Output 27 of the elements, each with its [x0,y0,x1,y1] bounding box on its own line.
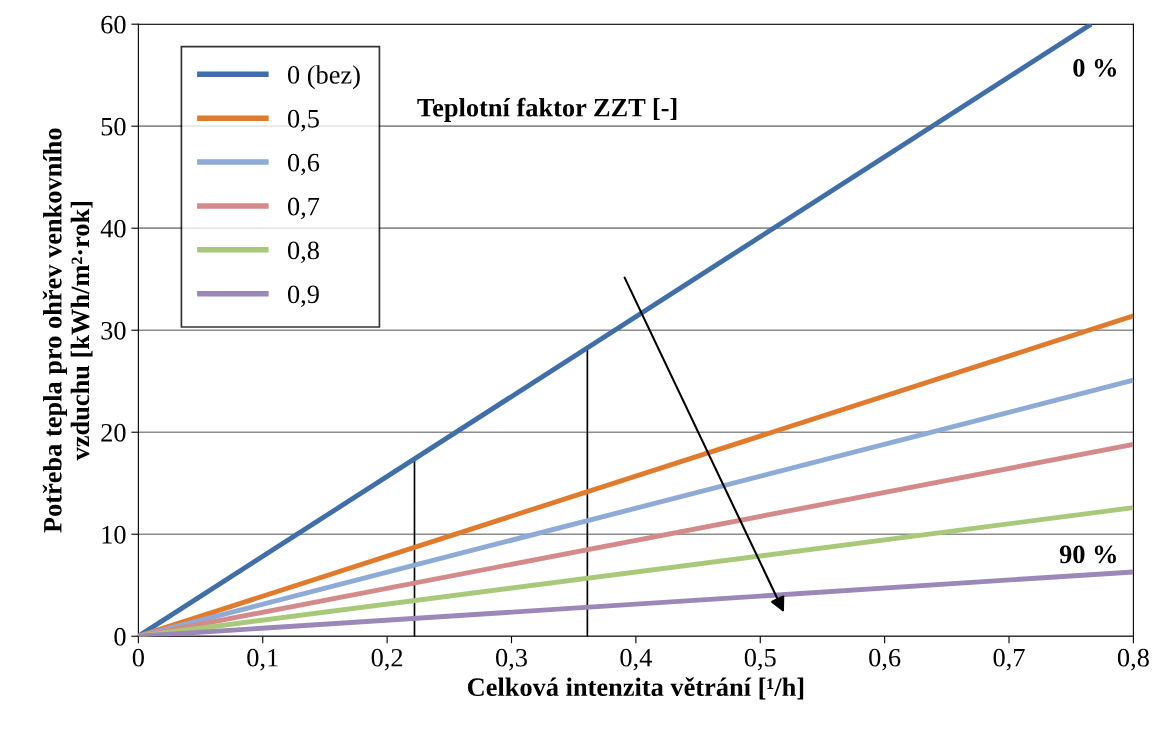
x-tick-label: 0,4 [620,648,652,671]
x-tick-label: 0,1 [247,648,278,671]
y-tick-label: 60 [101,15,126,34]
legend-label: 0,7 [287,197,320,220]
x-axis-title: Celková intenzita větrání [¹/h] [467,677,804,700]
y-axis-title: Potřeba tepla pro ohřev venkovního vzduchu [kWh/m²·rok] [42,128,93,533]
legend-label: 0 (bez) [287,65,360,90]
annotation: 0 % [1073,58,1116,77]
x-tick-label: 0,8 [1117,648,1149,671]
legend-label: 0,5 [287,109,319,132]
y-tick-label: 40 [100,219,126,238]
y-tick-label: 30 [101,321,126,340]
legend-label: 0,8 [287,241,319,264]
y-tick-label: 50 [101,117,126,136]
y-tick-label: 20 [101,423,126,442]
legend-label: 0,9 [287,285,319,307]
x-tick-label: 0,7 [993,648,1025,671]
x-tick-label: 0,6 [869,648,901,671]
y-tick-label: 0 [114,627,126,646]
y-tick-label: 10 [102,525,126,544]
x-tick-label: 0,5 [744,648,776,671]
legend-label: 0,6 [287,153,320,176]
annotation: 90 % [1059,545,1116,564]
x-tick-label: 0 [132,648,144,667]
x-tick-label: 0,3 [496,648,527,671]
x-tick-label: 0,2 [371,648,403,671]
annotation: Teplotní faktor ZZT [-] [417,97,677,122]
